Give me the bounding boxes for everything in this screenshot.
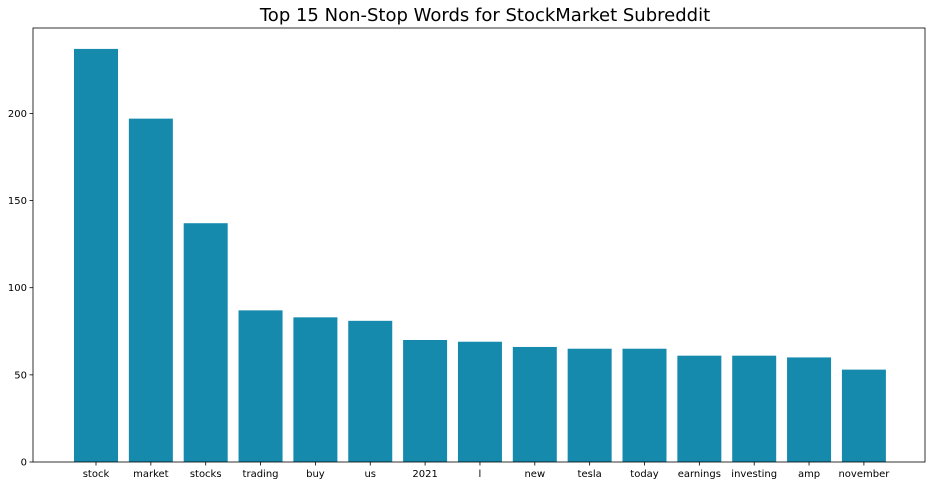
bar-trading xyxy=(238,310,283,462)
bar-stock xyxy=(74,48,118,463)
y-tick-label: 200 xyxy=(8,109,27,120)
y-tick-label: 0 xyxy=(21,458,27,469)
x-tick-label: stock xyxy=(83,469,110,480)
chart-title: Top 15 Non-Stop Words for StockMarket Su… xyxy=(259,5,710,26)
y-axis-ticks: 0 50 100 150 200 xyxy=(8,109,33,469)
x-tick-label: buy xyxy=(306,469,325,480)
x-tick-label: investing xyxy=(731,469,777,480)
bar-investing xyxy=(732,355,777,462)
x-tick-label: today xyxy=(630,469,659,480)
bar-earnings xyxy=(677,355,722,462)
bars-group xyxy=(74,48,886,463)
bar-buy xyxy=(293,317,338,462)
bar-2021 xyxy=(403,339,448,462)
x-tick-label: new xyxy=(524,469,545,480)
bar-stocks xyxy=(183,223,228,462)
y-tick-label: 100 xyxy=(8,283,27,294)
bar-us xyxy=(348,320,393,462)
x-tick-label: earnings xyxy=(678,469,721,480)
x-tick-label: amp xyxy=(798,469,820,480)
bar-amp xyxy=(787,357,832,462)
bar-today xyxy=(622,348,667,462)
y-tick-label: 150 xyxy=(8,196,27,207)
bar-market xyxy=(128,118,173,462)
y-tick-label: 50 xyxy=(14,370,27,381)
bar-november xyxy=(841,369,886,462)
x-tick-label: 2021 xyxy=(412,469,437,480)
x-tick-label: us xyxy=(364,469,376,480)
plot-frame xyxy=(32,27,926,463)
x-axis-ticks: stock market stocks trading buy us 2021 l new tes… xyxy=(83,462,890,480)
x-tick-label: november xyxy=(838,469,890,480)
x-tick-label: l xyxy=(479,469,482,480)
bar-l xyxy=(457,341,502,462)
bar-tesla xyxy=(567,348,612,462)
x-tick-label: trading xyxy=(243,469,279,480)
x-tick-label: market xyxy=(133,469,169,480)
bar-new xyxy=(512,346,557,462)
x-tick-label: stocks xyxy=(190,469,222,480)
x-tick-label: tesla xyxy=(578,469,602,480)
